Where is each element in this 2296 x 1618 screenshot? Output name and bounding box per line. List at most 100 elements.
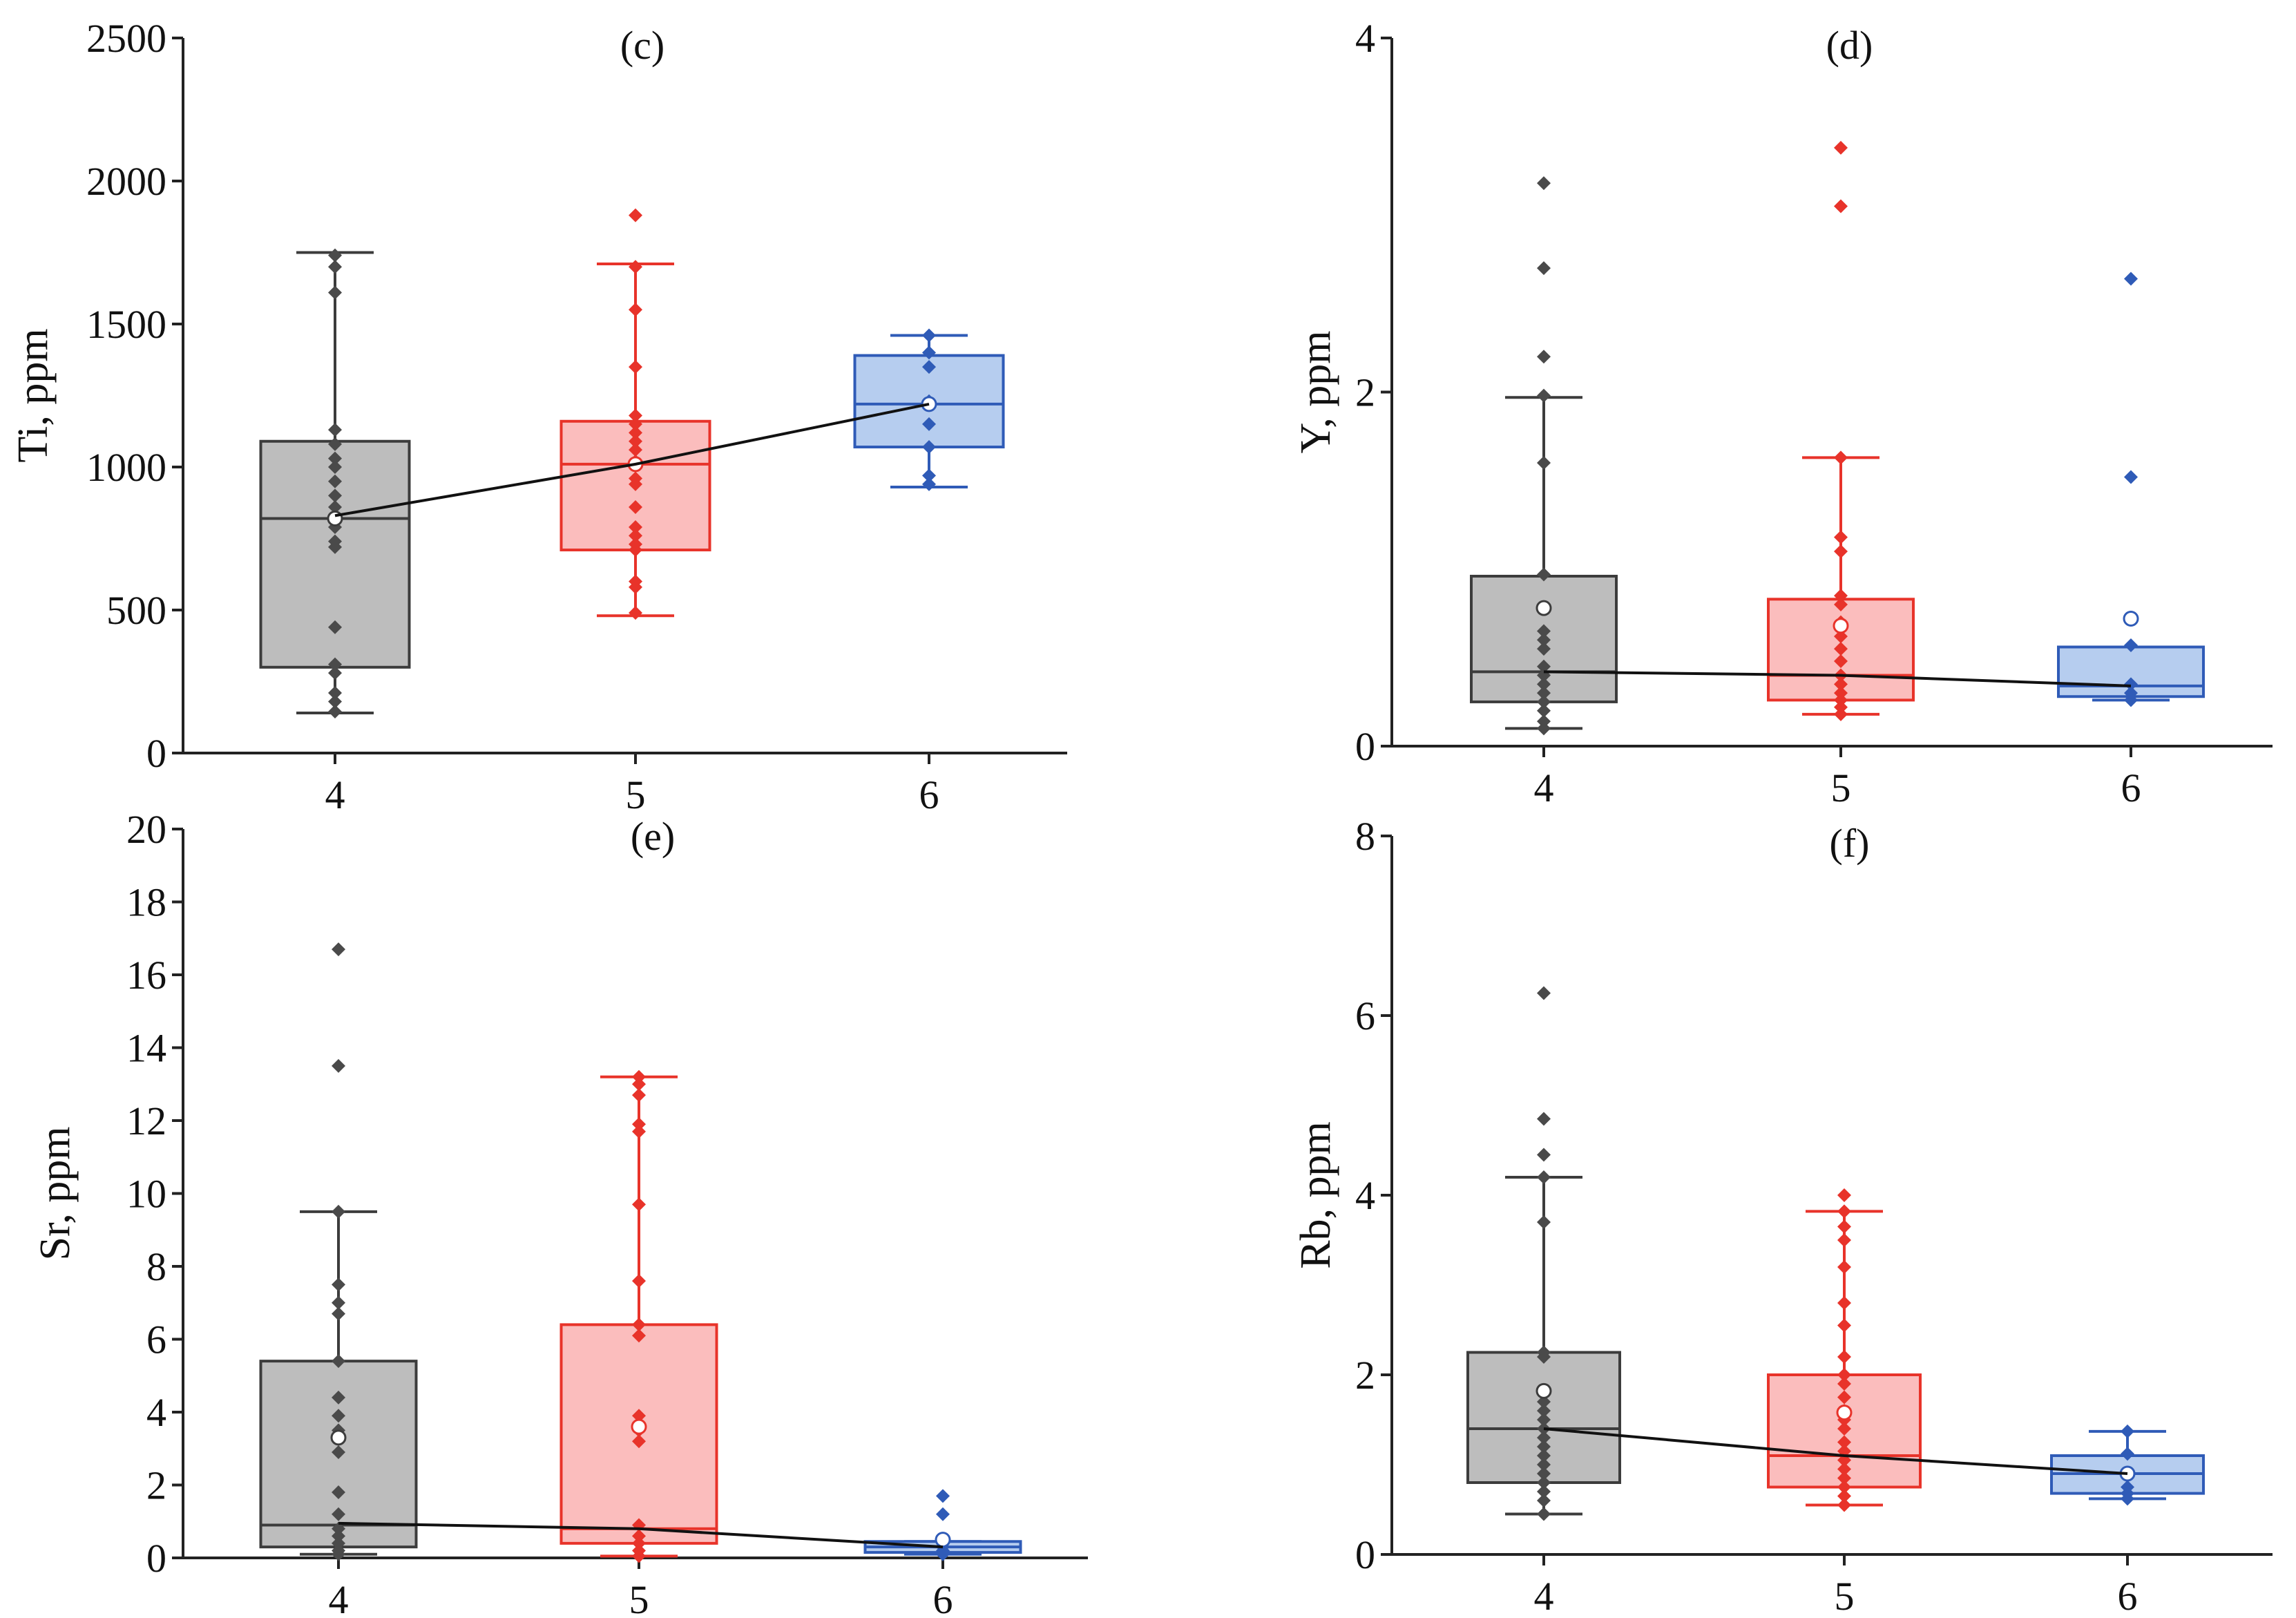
- data-point: [1834, 598, 1848, 611]
- data-point: [632, 1317, 646, 1332]
- panel-label: (d): [1826, 23, 1873, 68]
- y-tick-label: 2: [1355, 1353, 1375, 1398]
- box-group-5: [559, 208, 711, 620]
- data-point: [1834, 677, 1848, 692]
- data-point: [629, 443, 642, 457]
- y-axis-label: Rb, ppm: [1292, 1121, 1339, 1269]
- data-point: [328, 260, 342, 274]
- y-axis-label: Ti, ppm: [10, 328, 57, 462]
- data-point: [1837, 1480, 1851, 1494]
- data-point: [1537, 1345, 1551, 1360]
- y-tick-label: 12: [126, 1098, 166, 1143]
- data-point: [632, 1274, 646, 1288]
- data-point: [332, 1409, 345, 1423]
- data-point: [1537, 714, 1551, 729]
- data-point: [2121, 1480, 2134, 1494]
- data-point: [1537, 1413, 1551, 1427]
- data-point: [1537, 388, 1551, 403]
- data-point: [629, 417, 642, 431]
- data-point: [1537, 456, 1551, 470]
- data-point: [632, 1529, 646, 1543]
- data-point: [1537, 1494, 1551, 1507]
- panel-label: (e): [631, 814, 675, 859]
- data-point: [332, 1295, 345, 1310]
- mean-marker: [2123, 611, 2139, 627]
- box-group-4: [259, 248, 411, 718]
- data-point: [1837, 1350, 1851, 1364]
- data-point: [1834, 654, 1848, 668]
- y-tick-label: 2: [1355, 370, 1375, 415]
- data-point: [632, 1409, 646, 1423]
- data-point: [1837, 1489, 1851, 1503]
- data-point: [332, 1306, 345, 1321]
- x-tick-label: 6: [2121, 765, 2141, 810]
- data-point: [1834, 686, 1848, 701]
- data-point: [1837, 1462, 1851, 1476]
- y-tick-label: 4: [1355, 16, 1375, 61]
- data-point: [1537, 567, 1551, 582]
- data-point: [332, 1521, 345, 1536]
- data-point: [2124, 693, 2138, 707]
- data-point: [2121, 1447, 2134, 1461]
- data-point: [1837, 1435, 1851, 1449]
- data-point: [1837, 1471, 1851, 1485]
- y-tick-label: 10: [126, 1172, 166, 1217]
- data-point: [1537, 1431, 1551, 1445]
- data-point: [1537, 1476, 1551, 1489]
- mean-marker: [1536, 600, 1552, 616]
- data-point: [1537, 624, 1551, 638]
- data-point: [922, 468, 936, 483]
- data-point: [1837, 1390, 1851, 1405]
- y-tick-label: 8: [146, 1244, 166, 1289]
- x-tick-label: 6: [933, 1577, 953, 1618]
- data-point: [328, 704, 342, 718]
- data-point: [328, 285, 342, 300]
- data-point: [328, 423, 342, 437]
- mean-marker: [631, 1418, 647, 1435]
- data-point: [1837, 1260, 1851, 1274]
- median-trend-line: [334, 402, 930, 517]
- box-group-6: [2050, 1424, 2205, 1506]
- panel-d-y: 0 2 4 4 5 6 (d) Y, ppm: [1292, 16, 2273, 810]
- data-point: [328, 488, 342, 503]
- data-point: [1537, 261, 1551, 276]
- data-point: [629, 537, 642, 551]
- data-point: [1837, 1498, 1851, 1512]
- data-point: [1834, 140, 1848, 155]
- data-point: [1537, 1395, 1551, 1409]
- data-point: [1537, 1485, 1551, 1498]
- y-tick-label: 4: [1355, 1173, 1375, 1218]
- panel-c-ti: 0 500 1000 1500 2000 2500 4 5 6 (c) Ti, ppm: [10, 16, 1067, 817]
- data-point: [632, 1124, 646, 1139]
- data-point: [328, 460, 342, 474]
- data-point: [1834, 629, 1848, 644]
- data-point: [1837, 1377, 1851, 1391]
- x-tick-label: 6: [2118, 1574, 2138, 1618]
- data-point: [632, 1069, 646, 1084]
- y-axis-label: Y, ppm: [1292, 330, 1339, 453]
- data-point: [1537, 1112, 1551, 1126]
- data-point: [328, 694, 342, 709]
- y-tick-label: 18: [126, 880, 166, 925]
- data-point: [1537, 1449, 1551, 1463]
- y-tick-label: 0: [146, 731, 166, 776]
- data-point: [629, 208, 642, 222]
- y-tick-label: 6: [146, 1317, 166, 1362]
- data-point: [922, 360, 936, 374]
- data-point: [1537, 1404, 1551, 1418]
- data-point: [632, 1117, 646, 1132]
- data-point: [632, 1434, 646, 1449]
- median-trend-line: [338, 1521, 944, 1549]
- panel-f-rb: 0 2 4 6 8 4 5 6 (f) Rb, ppm: [1292, 814, 2273, 1618]
- data-point: [1837, 1422, 1851, 1436]
- y-tick-label: 1500: [86, 302, 166, 347]
- data-point: [629, 434, 642, 448]
- y-tick-label: 20: [126, 807, 166, 852]
- data-point: [632, 1088, 646, 1103]
- data-point: [629, 499, 642, 514]
- data-point: [1537, 1148, 1551, 1162]
- data-point: [328, 437, 342, 451]
- x-tick-label: 4: [1534, 1574, 1554, 1618]
- data-point: [1837, 1296, 1851, 1310]
